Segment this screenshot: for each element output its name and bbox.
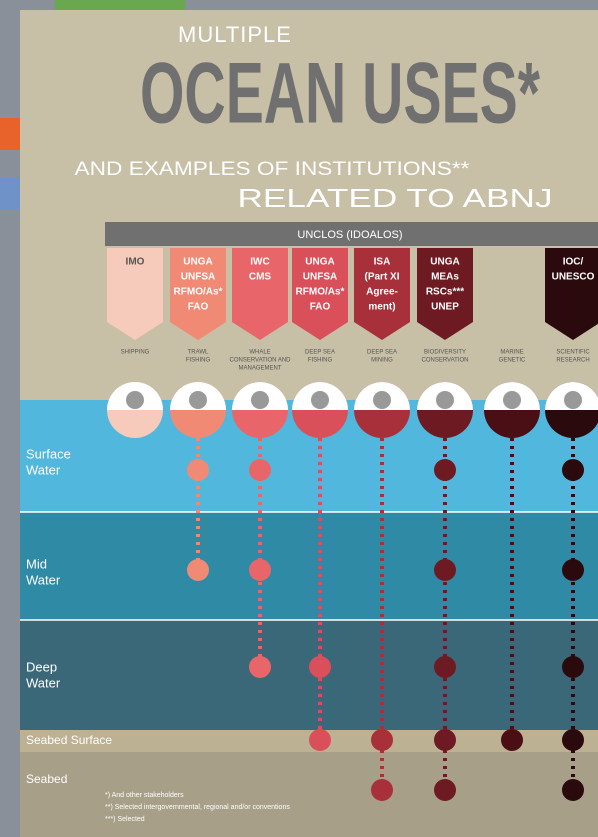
use-label: SHIPPING [121,350,150,356]
presence-dot [187,459,209,481]
layer-label: Surface [26,446,71,461]
institution: UNGA [183,257,212,268]
presence-dot [309,656,331,678]
institution: UNGA [430,257,459,268]
layer-label: Water [26,572,61,587]
institution: ISA [374,257,391,268]
title: RELATED TO ABNJ [238,183,553,213]
use-icon [251,391,269,409]
use-label: TRAWL [188,350,209,356]
presence-dot [249,559,271,581]
use-label: BIODIVERSITY [424,350,466,356]
use-label: GENETIC [499,358,526,364]
use-icon [503,391,521,409]
side-bar [0,178,22,210]
institution: ment) [368,302,395,313]
use-label: DEEP SEA [367,350,397,356]
use-icon [311,391,329,409]
presence-dot [562,559,584,581]
use-label: CONSERVATION AND [229,358,291,364]
presence-dot [249,656,271,678]
institution: IMO [126,257,145,268]
institution: UNESCO [552,272,595,283]
presence-dot [562,656,584,678]
screenshot: MULTIPLE OCEAN USES* AND EXAMPLES OF INS… [0,0,598,837]
use-icon [189,391,207,409]
institution: UNFSA [303,272,337,283]
title: OCEAN USES* [140,46,540,142]
page: {"title":{"line1":"MULTIPLE","line2":"OC… [0,0,598,837]
framework: UNCLOS (IDOALOS) [297,229,402,241]
use-label: CONSERVATION [421,358,468,364]
tab [55,0,185,10]
use-label: RESEARCH [556,358,589,364]
institution: FAO [310,302,331,313]
use-label: FISHING [186,358,211,364]
institution: RFMO/As* [174,287,223,298]
institution: Agree- [366,287,398,298]
layer-label: Water [26,462,61,477]
presence-dot [309,729,331,751]
layer-label: Deep [26,659,57,674]
use-label: MINING [371,358,393,364]
layer-label: Water [26,675,61,690]
presence-dot [562,459,584,481]
title: MULTIPLE [178,22,292,47]
institution: (Part XI [364,272,399,283]
presence-dot [434,729,456,751]
institution: UNGA [305,257,334,268]
side-bar [0,118,22,150]
presence-dot [501,729,523,751]
use-label: MARINE [500,350,523,356]
presence-dot [434,559,456,581]
institution: IWC [250,257,269,268]
use-icon [436,391,454,409]
layer [20,620,598,730]
institution: MEAs [431,272,459,283]
presence-dot [434,656,456,678]
institution: RSCs*** [426,287,464,298]
layer-label: Mid [26,556,47,571]
footnote: **) Selected intergovernmental, regional… [105,804,290,811]
title: AND EXAMPLES OF INSTITUTIONS** [75,159,471,180]
institution: UNEP [431,302,459,313]
institution: IOC/ [563,257,584,268]
institution: UNFSA [181,272,215,283]
institution: CMS [249,272,272,283]
use-label: SCIENTIFIC [556,350,590,356]
use-label: WHALE [249,350,270,356]
presence-dot [434,459,456,481]
layer-label: Seabed Surface [26,733,112,747]
presence-dot [434,779,456,801]
layer-label: Seabed [26,772,67,786]
presence-dot [249,459,271,481]
presence-dot [371,729,393,751]
footnote: *) And other stakeholders [105,792,184,799]
institution: RFMO/As* [296,287,345,298]
presence-dot [187,559,209,581]
use-label: DEEP SEA [305,350,335,356]
institution: FAO [188,302,209,313]
presence-dot [562,779,584,801]
use-label: FISHING [308,358,333,364]
use-icon [373,391,391,409]
use-label: MANAGEMENT [238,366,281,372]
use-icon [126,391,144,409]
use-icon [564,391,582,409]
footnote: ***) Selected [105,816,145,823]
presence-dot [562,729,584,751]
presence-dot [371,779,393,801]
